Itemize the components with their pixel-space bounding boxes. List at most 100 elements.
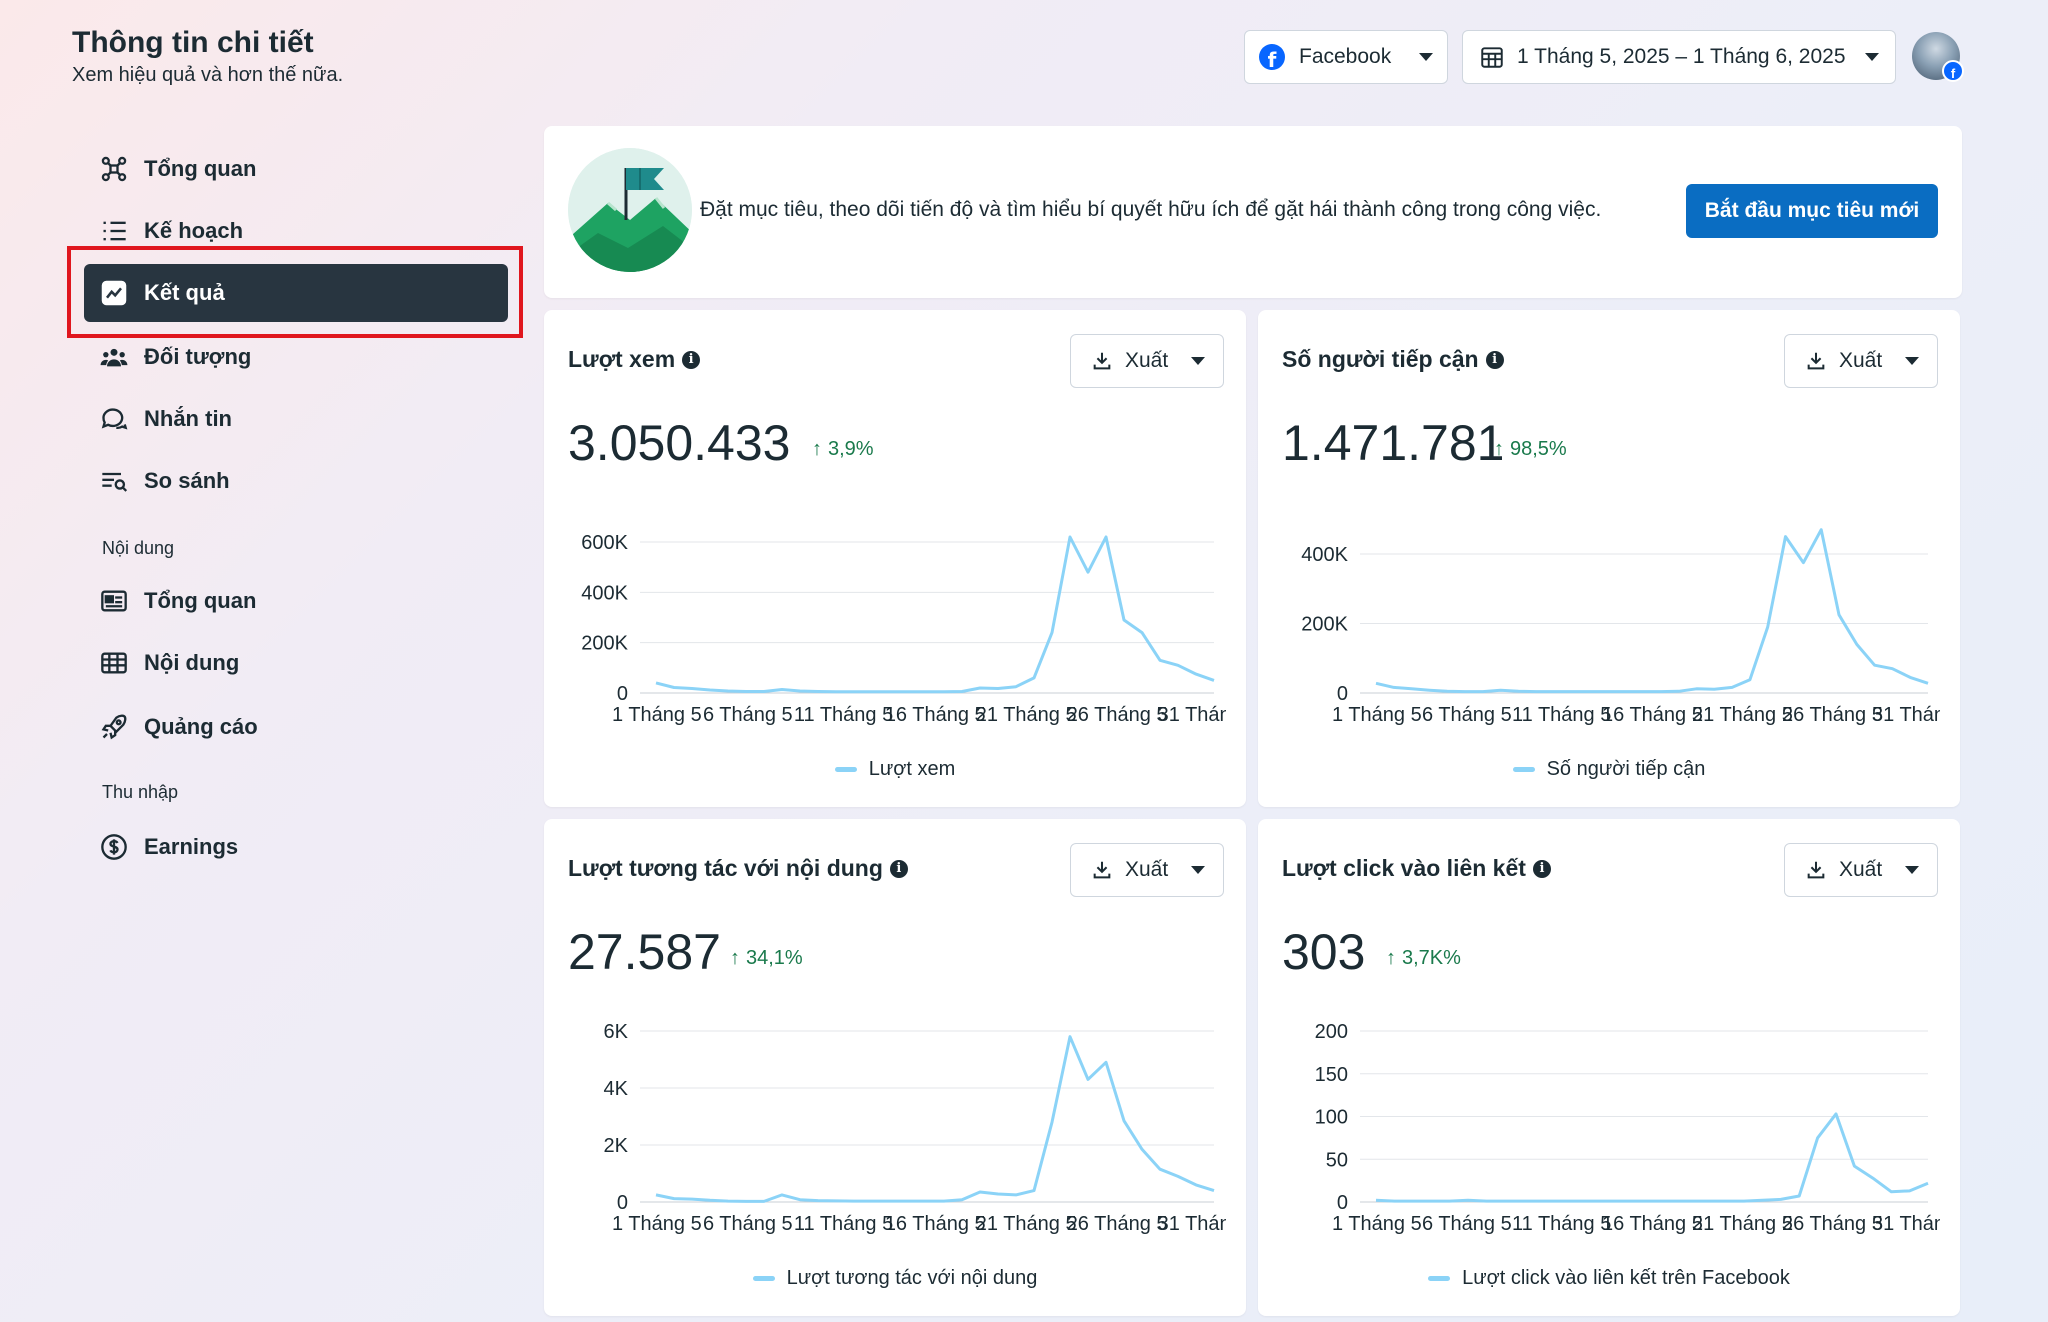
export-button[interactable]: Xuất: [1070, 334, 1224, 388]
sidebar-item-earnings[interactable]: Earnings: [84, 818, 508, 876]
metric-title-text: Lượt tương tác với nội dung: [568, 855, 883, 881]
start-new-goal-button[interactable]: Bắt đầu mục tiêu mới: [1686, 184, 1938, 238]
export-button[interactable]: Xuất: [1070, 843, 1224, 897]
sidebar-item-label: Kết quả: [144, 280, 225, 305]
sidebar-item-label: Earnings: [144, 834, 239, 859]
chevron-down-icon: [1191, 357, 1205, 365]
metric-card-link-clicks: Lượt click vào liên kết i Xuất 303 ↑ 3,7K%…: [1258, 819, 1960, 1316]
chevron-down-icon: [1865, 53, 1879, 61]
goal-description: Đặt mục tiêu, theo dõi tiến độ và tìm hi…: [700, 198, 1602, 221]
metric-value: 3.050.433: [568, 415, 791, 471]
arrow-up-icon: ↑: [730, 947, 740, 969]
chart-legend: Lượt tương tác với nội dung: [544, 1267, 1246, 1290]
sidebar-item-overview[interactable]: Tổng quan: [84, 140, 508, 198]
x-tick-label: 31 Tháng 5: [1158, 1213, 1246, 1235]
series-line: [1375, 528, 1929, 694]
metric-title-text: Số người tiếp cận: [1282, 346, 1479, 372]
export-label: Xuất: [1839, 349, 1883, 372]
x-tick-label: 21 Tháng 5: [976, 1213, 1077, 1235]
legend-swatch: [752, 1276, 775, 1281]
sidebar-item-content[interactable]: Nội dung: [84, 634, 508, 692]
sidebar-item-compare[interactable]: So sánh: [84, 452, 508, 510]
calendar-icon: [1481, 47, 1503, 68]
metric-value: 1.471.781: [1282, 415, 1505, 471]
y-tick-label: 600K: [581, 532, 628, 554]
series-line: [655, 535, 1215, 694]
page-title: Thông tin chi tiết: [72, 26, 314, 59]
sidebar-item-label: Quảng cáo: [144, 714, 258, 739]
x-tick-label: 16 Tháng 5: [1602, 1213, 1703, 1235]
sidebar-item-label: Tổng quan: [144, 588, 257, 613]
highlight-box: [67, 246, 523, 338]
sidebar-item-label: Tổng quan: [144, 156, 257, 181]
x-tick-label: 11 Tháng 5: [1512, 1213, 1611, 1235]
sidebar-item-plan[interactable]: Kế hoạch: [84, 202, 508, 260]
sidebar-item-audience[interactable]: Đối tượng: [84, 328, 508, 386]
info-icon[interactable]: i: [889, 859, 908, 878]
y-tick-label: 2K: [604, 1135, 629, 1157]
x-tick-label: 6 Tháng 5: [703, 704, 793, 726]
avatar[interactable]: f: [1912, 32, 1964, 82]
series-line: [655, 1035, 1215, 1203]
metric-title: Số người tiếp cận i: [1282, 346, 1504, 373]
y-tick-label: 0: [617, 1192, 628, 1214]
legend-label: Lượt click vào liên kết trên Facebook: [1462, 1267, 1790, 1289]
platform-dropdown[interactable]: f Facebook: [1244, 30, 1448, 84]
page-subtitle: Xem hiệu quả và hơn thế nữa.: [72, 64, 344, 86]
export-button[interactable]: Xuất: [1784, 843, 1938, 897]
chevron-down-icon: [1419, 53, 1433, 61]
metric-change-text: 98,5%: [1510, 438, 1567, 460]
metric-title-text: Lượt click vào liên kết: [1282, 855, 1526, 881]
export-label: Xuất: [1125, 858, 1169, 881]
y-tick-label: 0: [617, 683, 628, 705]
chart-legend: Số người tiếp cận: [1258, 758, 1960, 781]
download-icon: [1093, 861, 1111, 879]
platform-label: Facebook: [1299, 45, 1392, 68]
sidebar-item-label: So sánh: [144, 468, 230, 493]
x-tick-label: 26 Tháng 5: [1067, 1213, 1168, 1235]
export-button[interactable]: Xuất: [1784, 334, 1938, 388]
chevron-down-icon: [1905, 357, 1919, 365]
arrow-up-icon: ↑: [812, 438, 822, 460]
trend-icon: [101, 280, 127, 306]
sidebar-item-content-overview[interactable]: Tổng quan: [84, 572, 508, 630]
download-icon: [1807, 861, 1825, 879]
goal-card: Đặt mục tiêu, theo dõi tiến độ và tìm hi…: [544, 126, 1962, 298]
info-icon[interactable]: i: [1532, 859, 1551, 878]
metric-card-reach: Số người tiếp cận i Xuất 1.471.781 ↑ 98,5%…: [1258, 310, 1960, 807]
sidebar-item-label: Nội dung: [144, 650, 240, 675]
metric-change-text: 3,9%: [828, 438, 874, 460]
section-label-content: Nội dung: [102, 538, 175, 558]
arrow-up-icon: ↑: [1494, 438, 1504, 460]
x-tick-label: 1 Tháng 5: [612, 1213, 702, 1235]
sidebar-item-label: Kế hoạch: [144, 218, 244, 243]
x-tick-label: 11 Tháng 5: [1512, 704, 1611, 726]
metric-value: 303: [1282, 924, 1366, 980]
info-icon[interactable]: i: [1485, 350, 1504, 369]
y-tick-label: 150: [1315, 1064, 1348, 1086]
info-icon[interactable]: i: [682, 350, 701, 369]
legend-swatch: [834, 767, 857, 772]
chart-legend: Lượt xem: [544, 758, 1246, 781]
x-tick-label: 6 Tháng 5: [1422, 1213, 1512, 1235]
metric-change-text: 34,1%: [746, 947, 803, 969]
x-tick-label: 26 Tháng 5: [1067, 704, 1168, 726]
chevron-down-icon: [1905, 866, 1919, 874]
overview-icon: [101, 156, 127, 182]
sidebar-item-messaging[interactable]: Nhắn tin: [84, 390, 508, 448]
chevron-down-icon: [1191, 866, 1205, 874]
y-tick-label: 100: [1315, 1107, 1348, 1129]
metric-card-views: Lượt xem i Xuất 3.050.433 ↑ 3,9% 0 200K 400K…: [544, 310, 1246, 807]
download-icon: [1807, 352, 1825, 370]
metric-value: 27.587: [568, 924, 721, 980]
chart-legend: Lượt click vào liên kết trên Facebook: [1258, 1267, 1960, 1290]
date-range-dropdown[interactable]: 1 Tháng 5, 2025 – 1 Tháng 6, 2025: [1462, 30, 1896, 84]
sidebar-item-ads[interactable]: Quảng cáo: [84, 698, 508, 756]
sidebar-item-label: Đối tượng: [144, 344, 252, 369]
sidebar-item-results[interactable]: Kết quả: [84, 264, 508, 322]
x-tick-label: 16 Tháng 5: [885, 704, 986, 726]
sidebar-item-label: Nhắn tin: [144, 406, 232, 431]
x-tick-label: 31 Tháng 5: [1158, 704, 1246, 726]
